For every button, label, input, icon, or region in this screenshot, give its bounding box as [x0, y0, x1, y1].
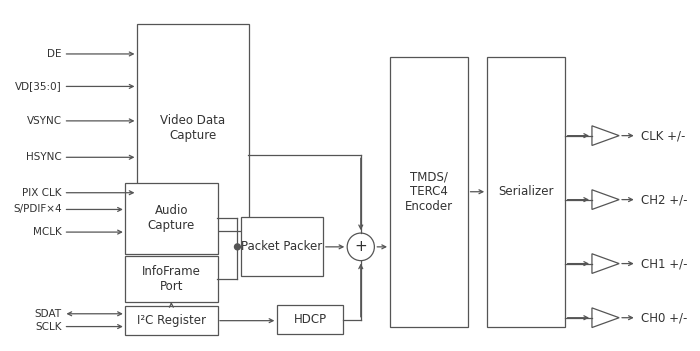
Text: SCLK: SCLK — [35, 322, 62, 332]
Text: InfoFrame
Port: InfoFrame Port — [142, 265, 201, 293]
Text: VD[35:0]: VD[35:0] — [15, 81, 62, 91]
Bar — [137, 25, 248, 231]
Circle shape — [234, 244, 240, 250]
Text: Video Data
Capture: Video Data Capture — [160, 114, 225, 142]
Text: +: + — [354, 239, 368, 254]
Text: CH2 +/-: CH2 +/- — [640, 193, 687, 206]
Bar — [125, 183, 218, 254]
Text: Audio
Capture: Audio Capture — [148, 204, 195, 232]
Text: MCLK: MCLK — [33, 227, 62, 237]
Text: I²C Register: I²C Register — [137, 314, 206, 327]
Bar — [125, 306, 218, 335]
Text: S/PDIF×4: S/PDIF×4 — [13, 204, 62, 214]
Bar — [487, 57, 565, 326]
Text: CH0 +/-: CH0 +/- — [640, 311, 687, 324]
Bar — [125, 256, 218, 303]
Text: Packet Packer: Packet Packer — [241, 240, 323, 253]
Bar — [390, 57, 468, 326]
Bar — [241, 217, 323, 276]
Text: Serializer: Serializer — [498, 185, 554, 198]
Text: HSYNC: HSYNC — [26, 152, 62, 162]
Text: TMDS/
TERC4
Encoder: TMDS/ TERC4 Encoder — [405, 170, 453, 213]
Text: SDAT: SDAT — [34, 309, 62, 319]
Text: CH1 +/-: CH1 +/- — [640, 257, 687, 270]
Text: DE: DE — [47, 49, 62, 59]
Text: PIX CLK: PIX CLK — [22, 188, 62, 198]
Text: HDCP: HDCP — [294, 313, 327, 326]
Text: VSYNC: VSYNC — [27, 116, 62, 126]
Text: CLK +/-: CLK +/- — [640, 129, 685, 142]
Bar — [277, 305, 343, 335]
